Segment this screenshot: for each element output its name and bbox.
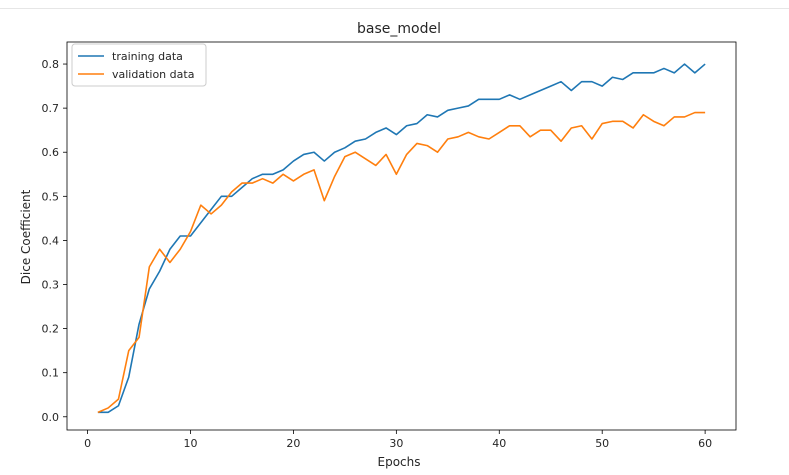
- x-tick-label: 0: [84, 437, 91, 450]
- y-tick-label: 0.7: [42, 102, 60, 115]
- y-axis-label: Dice Coefficient: [19, 189, 33, 284]
- x-tick-label: 20: [286, 437, 300, 450]
- y-tick-label: 0.0: [42, 411, 60, 424]
- y-tick-label: 0.2: [42, 323, 60, 336]
- cell-top-border: [0, 0, 789, 9]
- chart-title: base_model: [357, 21, 441, 37]
- series-lines: [97, 63, 706, 414]
- x-tick-label: 60: [698, 437, 712, 450]
- plot-frame: [66, 41, 737, 431]
- x-tick-label: 30: [389, 437, 403, 450]
- y-tick-label: 0.8: [42, 58, 60, 71]
- legend-label: validation data: [112, 68, 194, 81]
- legend-box: [71, 43, 207, 87]
- legend-label: training data: [112, 50, 183, 63]
- series-line-training-data: [97, 63, 706, 414]
- x-axis-label: Epochs: [378, 455, 421, 469]
- y-tick-label: 0.4: [42, 234, 60, 247]
- y-tick-label: 0.5: [42, 190, 60, 203]
- x-tick-label: 10: [184, 437, 198, 450]
- x-tick-label: 40: [492, 437, 506, 450]
- y-tick-label: 0.1: [42, 367, 60, 380]
- y-tick-label: 0.6: [42, 146, 60, 159]
- series-line-validation-data: [97, 111, 706, 414]
- x-tick-label: 50: [595, 437, 609, 450]
- y-tick-label: 0.3: [42, 279, 60, 292]
- legend: training data validation data: [71, 43, 207, 87]
- axes: 0 10 20 30 40 50 60 0.0 0.1 0.2 0.3 0.4 0.5 0.6 0.7 0.8: [42, 41, 737, 450]
